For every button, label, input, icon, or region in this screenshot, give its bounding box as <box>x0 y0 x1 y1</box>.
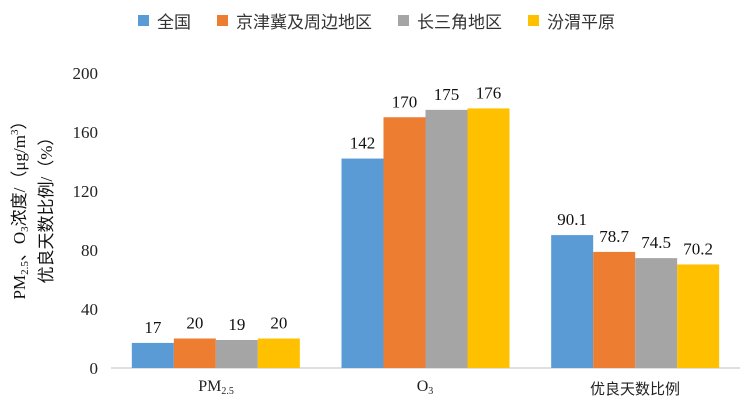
data-label: 176 <box>476 83 502 102</box>
bar <box>593 251 636 368</box>
bar <box>467 108 510 369</box>
x-tick-sub: 2.5 <box>221 386 234 397</box>
x-tick-text: O <box>416 378 429 395</box>
data-label: 175 <box>434 85 460 104</box>
data-label: 142 <box>350 134 376 153</box>
x-tick-text: PM <box>198 378 222 395</box>
y-tick-label: 0 <box>90 359 99 378</box>
legend-swatch <box>528 15 539 26</box>
x-tick-label-good-days: 优良天数比例 <box>590 378 680 399</box>
legend-label: 汾渭平原 <box>547 13 615 33</box>
bar <box>635 258 678 368</box>
data-label: 78.7 <box>599 227 629 246</box>
x-tick-label-o3: O3 <box>417 378 434 397</box>
data-label: 74.5 <box>641 233 671 252</box>
y-tick-label: 80 <box>81 241 98 260</box>
data-label: 90.1 <box>557 210 587 229</box>
legend-label: 全国 <box>157 13 191 33</box>
legend-item-fwp: 汾渭平原 <box>528 8 615 33</box>
bar <box>425 109 468 368</box>
y-tick-label: 200 <box>73 64 99 83</box>
bar <box>215 339 258 368</box>
bar <box>173 338 216 368</box>
x-tick-text: 优良天数比例 <box>589 380 681 398</box>
legend-item-yrd: 长三角地区 <box>398 8 502 33</box>
data-label: 70.2 <box>683 239 713 258</box>
bar <box>341 158 384 368</box>
legend-label: 长三角地区 <box>417 13 502 33</box>
bar <box>383 117 426 368</box>
x-tick-label-pm25: PM2.5 <box>198 378 234 397</box>
legend: 全国 京津冀及周边地区 长三角地区 汾渭平原 <box>138 8 641 33</box>
bar <box>257 338 300 368</box>
data-label: 20 <box>186 314 203 333</box>
data-label: 170 <box>392 92 418 111</box>
y-tick-label: 160 <box>73 123 99 142</box>
x-tick-sub: 3 <box>428 386 434 397</box>
y-tick-label: 40 <box>81 300 98 319</box>
legend-swatch <box>138 15 149 26</box>
legend-swatch <box>217 15 228 26</box>
legend-item-jjj: 京津冀及周边地区 <box>217 8 372 33</box>
bar <box>131 342 174 368</box>
bar <box>551 235 594 368</box>
data-label: 19 <box>228 315 245 334</box>
legend-label: 京津冀及周边地区 <box>236 13 372 33</box>
bar <box>677 264 720 368</box>
data-label: 17 <box>144 318 162 337</box>
legend-swatch <box>398 15 409 26</box>
legend-item-national: 全国 <box>138 8 191 33</box>
data-label: 20 <box>270 314 287 333</box>
y-tick-label: 120 <box>73 182 99 201</box>
